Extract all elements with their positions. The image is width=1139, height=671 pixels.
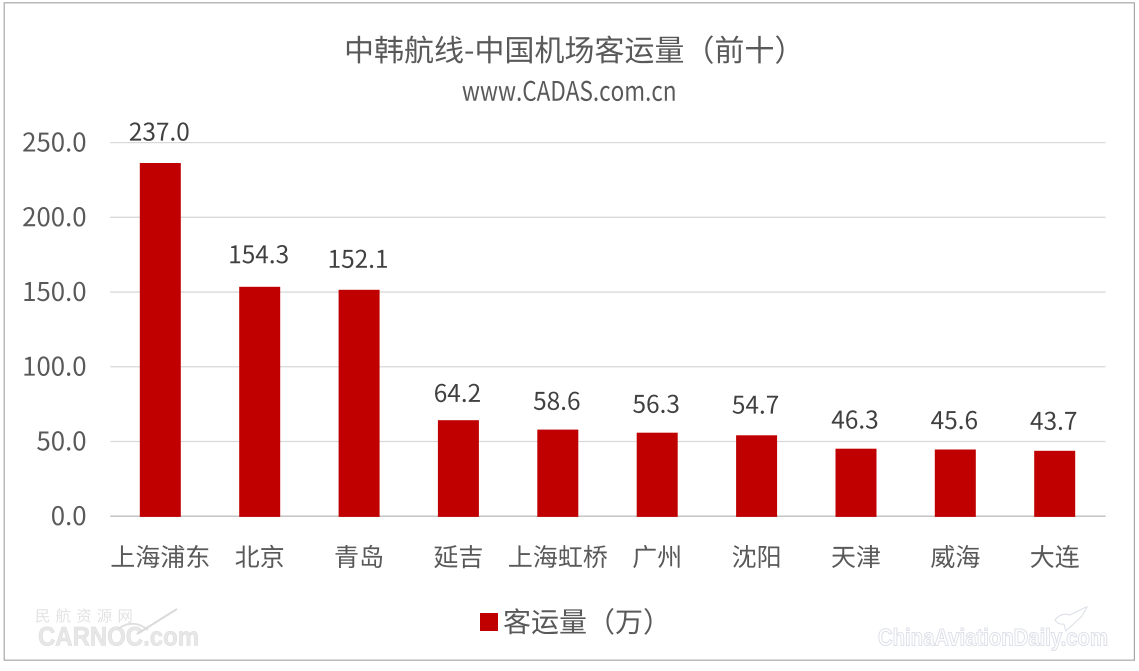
svg-text:CARNOC.com: CARNOC.com [38, 622, 199, 652]
svg-text:ChinaAviationDaily.com: ChinaAviationDaily.com [878, 625, 1108, 652]
